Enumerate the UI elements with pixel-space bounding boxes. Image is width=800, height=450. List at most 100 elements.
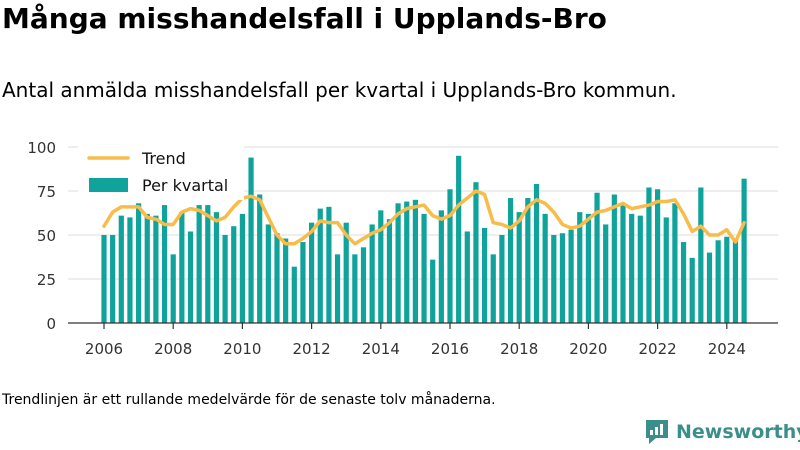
bar-28 bbox=[343, 222, 349, 323]
bar-0 bbox=[101, 235, 107, 323]
bar-68 bbox=[689, 257, 695, 323]
bar-59 bbox=[611, 194, 617, 323]
bar-54 bbox=[568, 229, 574, 323]
bar-70 bbox=[706, 252, 713, 323]
bar-series bbox=[101, 155, 747, 323]
trend-series bbox=[102, 189, 746, 246]
bar-45 bbox=[490, 254, 496, 323]
bar-46 bbox=[499, 235, 505, 323]
x-tick-label-2022: 2022 bbox=[639, 340, 677, 358]
bar-19 bbox=[265, 224, 271, 323]
bar-43 bbox=[473, 182, 479, 323]
bar-10 bbox=[187, 231, 194, 323]
y-tick-label-75: 75 bbox=[37, 183, 56, 201]
bar-20 bbox=[274, 233, 280, 323]
bar-1 bbox=[110, 235, 116, 323]
bar-9 bbox=[179, 212, 185, 323]
trend-line bbox=[102, 189, 746, 246]
bar-63 bbox=[646, 187, 652, 323]
y-tick-label-50: 50 bbox=[37, 227, 56, 245]
bar-6 bbox=[153, 215, 159, 323]
chart-subtitle: Antal anmälda misshandelsfall per kvarta… bbox=[2, 78, 677, 102]
bar-48 bbox=[516, 212, 522, 323]
bar-64 bbox=[655, 189, 661, 323]
bar-36 bbox=[412, 199, 418, 323]
bar-31 bbox=[369, 224, 375, 323]
x-tick-label-2012: 2012 bbox=[293, 340, 331, 358]
x-tick-label-2020: 2020 bbox=[569, 340, 607, 358]
bar-5 bbox=[144, 213, 150, 323]
bar-2 bbox=[118, 215, 124, 323]
bar-72 bbox=[724, 236, 730, 323]
bar-66 bbox=[672, 203, 678, 323]
bar-42 bbox=[464, 231, 470, 323]
bar-47 bbox=[507, 198, 514, 323]
bar-29 bbox=[352, 254, 358, 323]
bar-38 bbox=[430, 259, 436, 323]
legend-bar-label: Per kvartal bbox=[142, 176, 228, 195]
bar-35 bbox=[404, 201, 410, 323]
bar-33 bbox=[386, 219, 393, 323]
bar-7 bbox=[161, 205, 168, 323]
bar-56 bbox=[585, 213, 591, 323]
y-axis: 0 25 50 75 100 bbox=[27, 139, 56, 333]
bar-50 bbox=[533, 183, 540, 323]
bar-34 bbox=[395, 203, 401, 323]
bar-13 bbox=[213, 212, 220, 323]
y-tick-label-0: 0 bbox=[46, 315, 56, 333]
bar-16 bbox=[239, 213, 245, 323]
bar-67 bbox=[680, 242, 687, 323]
bar-15 bbox=[231, 226, 237, 323]
bar-17 bbox=[248, 157, 254, 323]
bar-57 bbox=[594, 192, 600, 323]
bar-55 bbox=[577, 212, 583, 323]
bar-49 bbox=[525, 198, 531, 323]
footnote: Trendlinjen är ett rullande medelvärde f… bbox=[2, 392, 496, 408]
x-tick-label-2016: 2016 bbox=[431, 340, 469, 358]
legend-trend-label: Trend bbox=[141, 149, 186, 168]
bar-24 bbox=[309, 222, 315, 323]
bar-37 bbox=[421, 213, 427, 323]
x-tick-label-2006: 2006 bbox=[85, 340, 123, 358]
x-tick-label-2014: 2014 bbox=[362, 340, 400, 358]
bar-60 bbox=[620, 205, 626, 323]
x-tick-label-2024: 2024 bbox=[708, 340, 746, 358]
bar-58 bbox=[603, 224, 609, 323]
x-tick-label-2008: 2008 bbox=[154, 340, 192, 358]
newsworthy-logo[interactable]: Newsworthy bbox=[644, 418, 800, 446]
legend: Trend Per kvartal bbox=[78, 143, 244, 200]
newsworthy-logo-text: Newsworthy bbox=[676, 421, 800, 443]
chart-title: Många misshandelsfall i Upplands-Bro bbox=[2, 2, 607, 35]
bar-4 bbox=[136, 203, 142, 323]
bar-27 bbox=[334, 254, 341, 323]
bar-71 bbox=[715, 240, 721, 323]
bar-44 bbox=[482, 227, 488, 323]
bar-18 bbox=[257, 194, 263, 323]
bar-61 bbox=[629, 213, 635, 323]
bar-22 bbox=[291, 266, 297, 323]
bar-52 bbox=[551, 235, 557, 323]
bar-40 bbox=[447, 189, 453, 323]
bar-53 bbox=[559, 233, 566, 323]
bar-14 bbox=[222, 235, 228, 323]
bar-26 bbox=[326, 206, 332, 323]
bar-51 bbox=[542, 213, 548, 323]
bar-41 bbox=[456, 155, 462, 323]
bar-62 bbox=[637, 215, 643, 323]
bar-12 bbox=[205, 205, 211, 323]
bar-74 bbox=[741, 178, 747, 323]
bar-30 bbox=[360, 247, 367, 323]
x-axis: 2006 2008 2010 2012 2014 2016 2018 2020 2022 2024 bbox=[68, 322, 778, 358]
y-tick-label-100: 100 bbox=[27, 139, 56, 157]
bar-32 bbox=[378, 210, 384, 323]
bar-65 bbox=[663, 217, 669, 323]
bar-25 bbox=[317, 208, 323, 323]
bar-69 bbox=[698, 187, 704, 323]
bar-21 bbox=[283, 238, 289, 323]
x-tick-label-2010: 2010 bbox=[223, 340, 261, 358]
bar-39 bbox=[438, 210, 444, 323]
newsworthy-logo-icon bbox=[646, 420, 668, 444]
y-tick-label-25: 25 bbox=[37, 271, 56, 289]
bar-73 bbox=[732, 238, 739, 323]
